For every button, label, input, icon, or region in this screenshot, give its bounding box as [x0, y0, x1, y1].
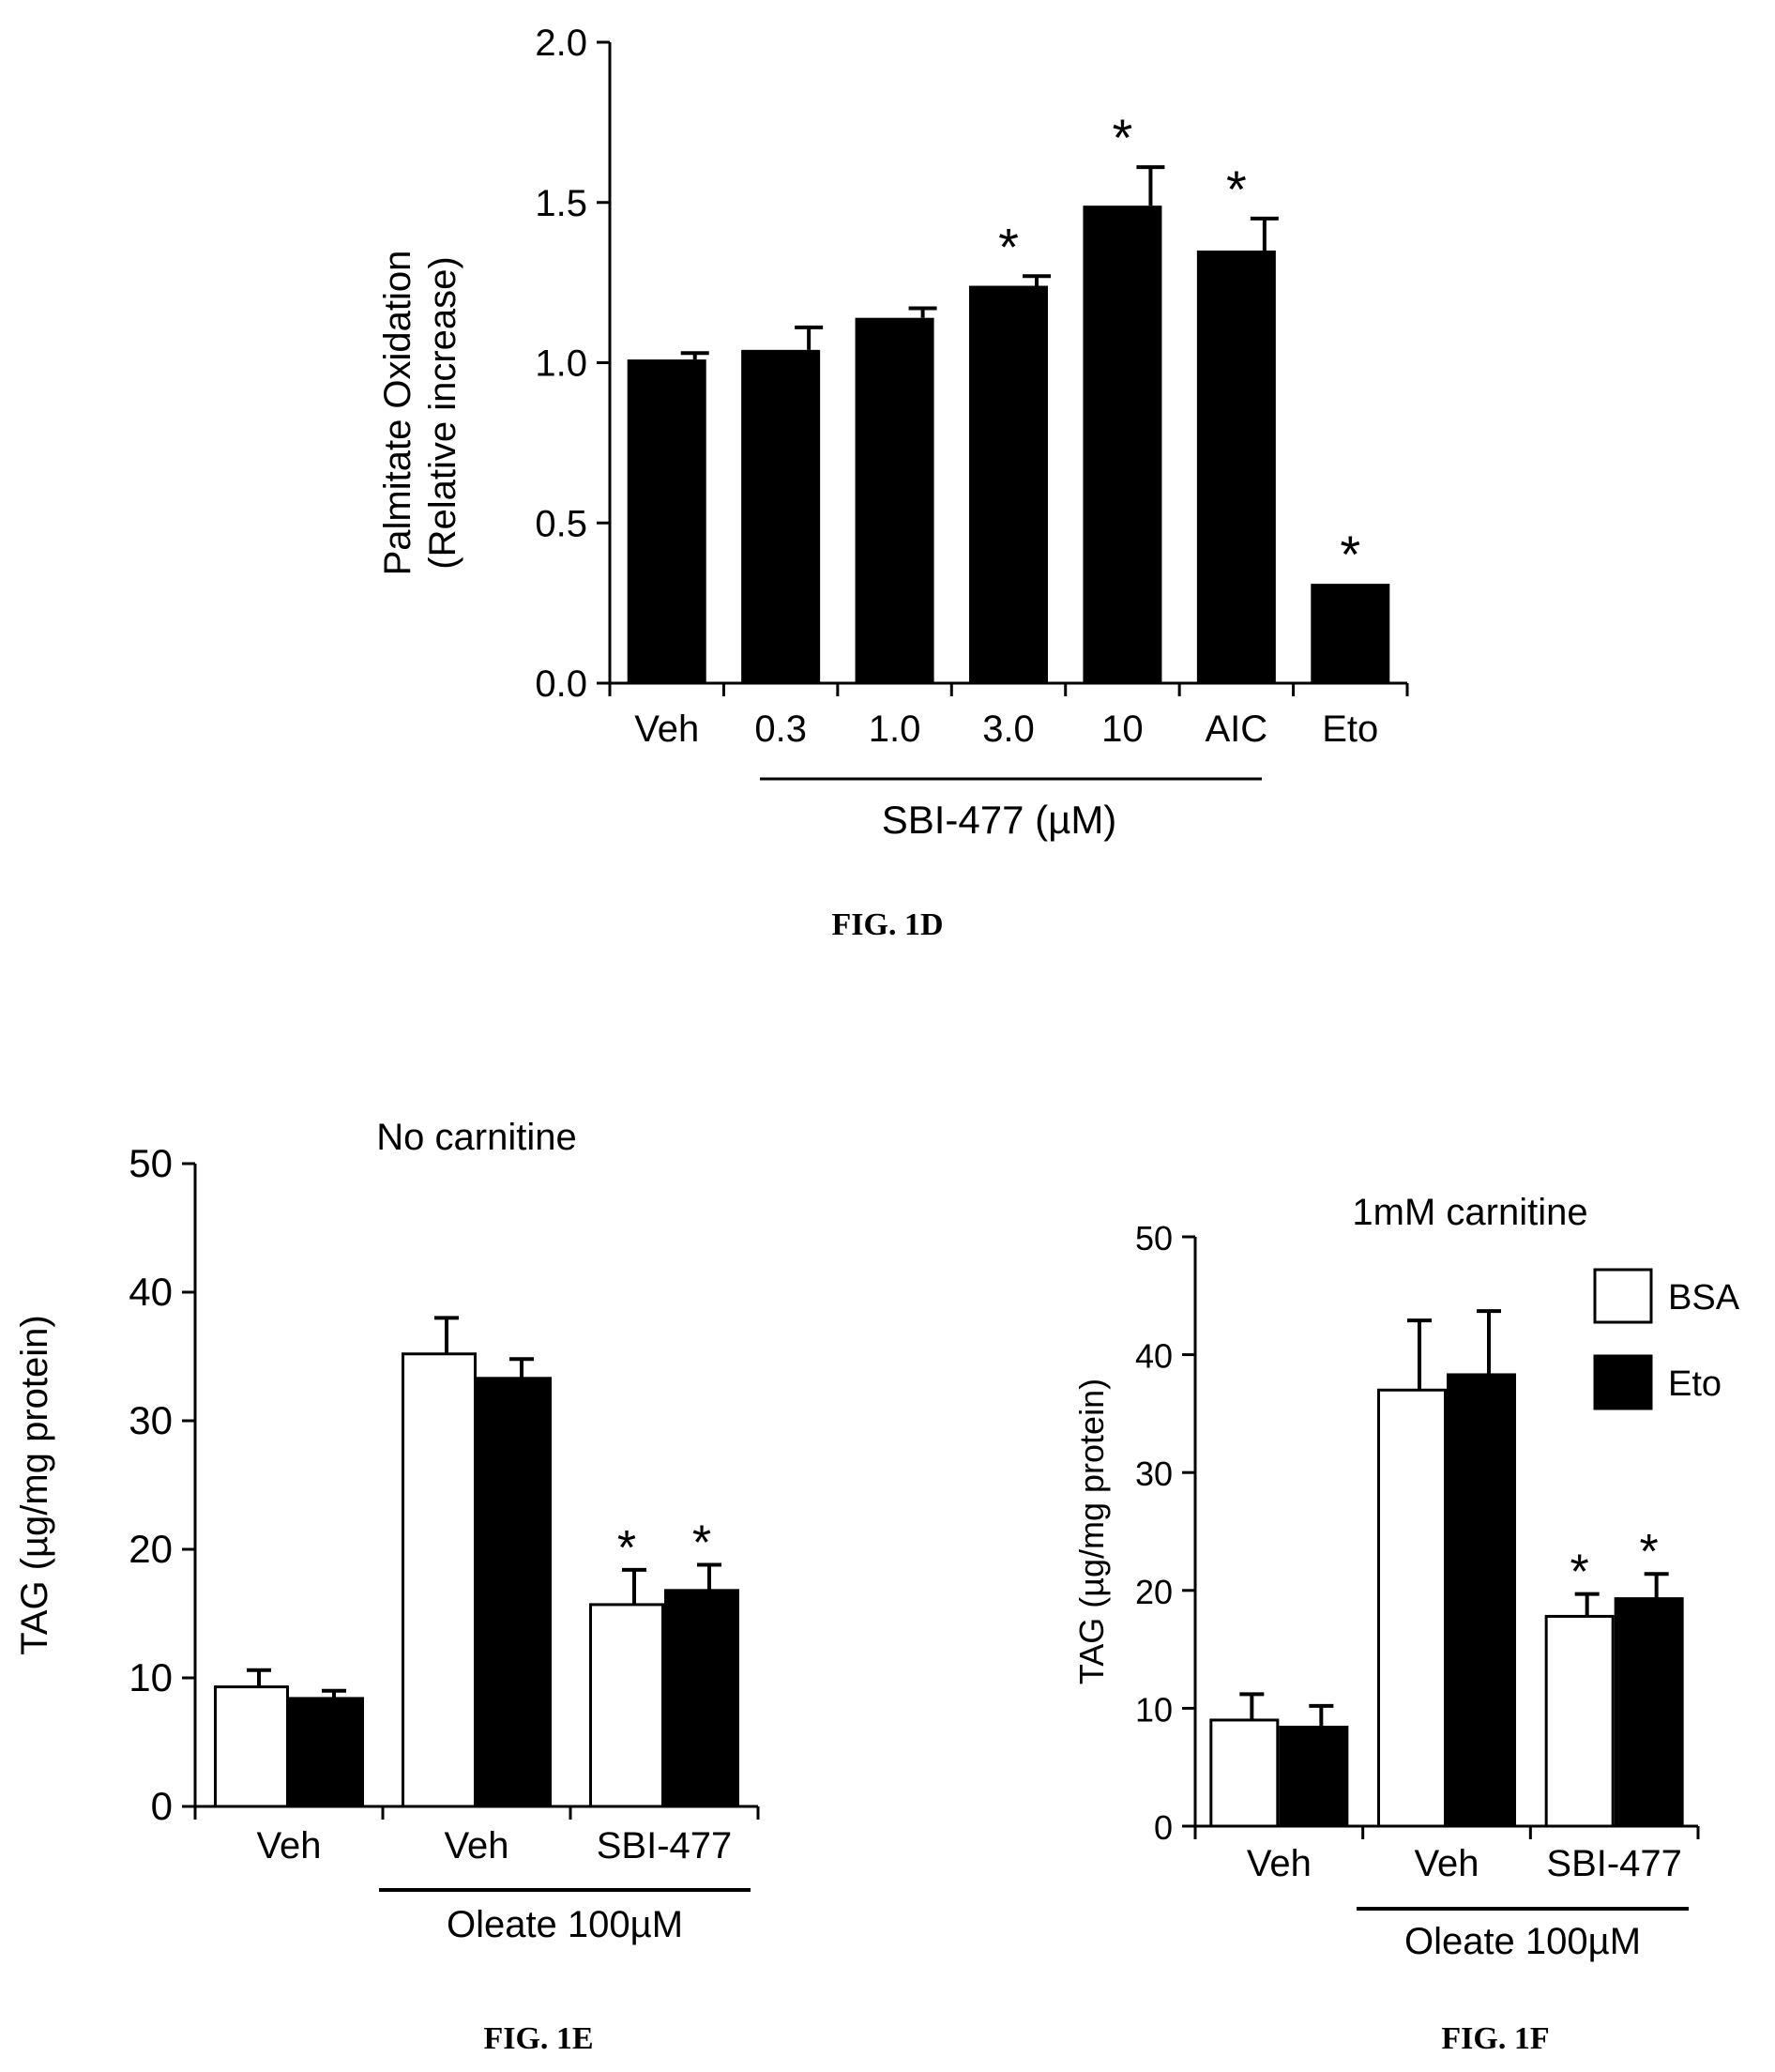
bar-3.0 [969, 285, 1048, 683]
caption-fig-1d: FIG. 1D [832, 907, 944, 942]
y-axis-label-line: Palmitate Oxidation [377, 251, 418, 576]
legend: BSA Eto [1593, 1268, 1740, 1410]
significance-asterisk: * [617, 1521, 636, 1576]
bar-veh-bsa [1209, 1718, 1280, 1828]
significance-asterisk-3.0: * [998, 217, 1019, 276]
significance-asterisk: * [1640, 1525, 1659, 1579]
bar-AIC [1196, 250, 1276, 683]
bar-Veh [627, 359, 706, 683]
x-tick-label-veh: Veh [257, 1825, 322, 1866]
y-tick-label: 10 [129, 1655, 173, 1699]
x-tick-label-sbi-477: SBI-477 [1546, 1843, 1682, 1884]
bar-sbi-477-bsa [1544, 1614, 1615, 1828]
significance-asterisk-AIC: * [1226, 160, 1247, 219]
x-tick-label-1.0: 1.0 [869, 708, 921, 750]
bar-sbi-477-white [589, 1603, 664, 1808]
y-tick-label: 30 [1135, 1455, 1173, 1493]
legend-swatch-eto [1593, 1354, 1653, 1410]
legend-swatch-bsa [1593, 1268, 1653, 1324]
bar-veh-eto [1279, 1725, 1349, 1828]
chart-1f: Veh Veh * * SBI-477 0 10 20 30 40 50 Oleate 100µM 1m… [1072, 1192, 1740, 1962]
y-tick-label: 2.0 [535, 23, 587, 64]
y-tick-label: 20 [1135, 1573, 1173, 1611]
legend-label-bsa: BSA [1668, 1278, 1740, 1318]
y-tick-label: 10 [1135, 1690, 1173, 1729]
y-tick-label: 40 [1135, 1337, 1173, 1376]
bar-veh-black [477, 1377, 552, 1808]
x-tick-label-AIC: AIC [1206, 708, 1268, 750]
y-tick-label: 40 [129, 1270, 173, 1314]
y-tick-label: 20 [129, 1527, 173, 1571]
bar-1.0 [855, 317, 934, 683]
x-tick-label-veh: Veh [445, 1825, 509, 1866]
y-tick-label: 0.0 [535, 663, 587, 705]
x-tick-label-Eto: Eto [1322, 708, 1378, 750]
y-axis-label-line: (Relative increase) [422, 256, 463, 569]
bar-veh-bsa [1377, 1388, 1447, 1828]
y-tick-label: 1.0 [535, 343, 587, 385]
y-tick-label: 0.5 [535, 503, 587, 544]
y-tick-label: 50 [129, 1141, 173, 1185]
x-tick-label-10: 10 [1101, 708, 1144, 750]
x-tick-label-veh: Veh [1247, 1843, 1312, 1884]
x-tick-label-veh: Veh [1415, 1843, 1479, 1884]
y-tick-label: 50 [1135, 1219, 1173, 1257]
bar-Eto [1311, 584, 1390, 683]
group-label: Oleate 100µM [447, 1904, 683, 1945]
y-tick-label: 0 [1154, 1808, 1173, 1847]
bar-10 [1083, 206, 1162, 684]
bar-sbi-477-black [664, 1589, 739, 1808]
caption-fig-1f: FIG. 1F [1441, 2021, 1549, 2056]
bar-veh-eto [1447, 1373, 1516, 1828]
chart-title: 1mM carnitine [1352, 1192, 1587, 1233]
x-tick-label-Veh: Veh [634, 708, 699, 750]
x-tick-label-3.0: 3.0 [982, 708, 1035, 750]
chart-1d: Veh 0.3 1.0 * 3.0 * 10 * AIC * Eto 0.0 0.5 1.0 1.5 2.0 S… [377, 23, 1409, 842]
caption-fig-1e: FIG. 1E [483, 2021, 593, 2056]
y-tick-label: 30 [129, 1398, 173, 1442]
y-tick-label: 0 [151, 1784, 173, 1828]
bar-veh-black [289, 1697, 364, 1808]
y-axis-label: TAG (µg/mg protein) [14, 1315, 55, 1654]
group-label: SBI-477 (µM) [882, 798, 1117, 842]
bar-veh-white [214, 1685, 289, 1808]
y-axis-label: TAG (µg/mg protein) [1072, 1379, 1111, 1684]
x-tick-label-0.3: 0.3 [754, 708, 807, 750]
y-tick-label: 1.5 [535, 183, 587, 224]
y-axis-label: Palmitate Oxidation (Relative increase) [377, 251, 463, 576]
bar-0.3 [741, 349, 821, 683]
chart-1e: Veh Veh * * SBI-477 0 10 20 30 40 50 Oleate 100µM No… [14, 1117, 760, 1945]
significance-asterisk: * [692, 1516, 711, 1570]
significance-asterisk-Eto: * [1340, 525, 1360, 584]
x-tick-label-sbi-477: SBI-477 [597, 1825, 733, 1866]
significance-asterisk-10: * [1113, 108, 1133, 167]
chart-title: No carnitine [376, 1117, 576, 1158]
bar-sbi-477-eto [1614, 1597, 1684, 1828]
bar-veh-white [402, 1352, 477, 1808]
group-label: Oleate 100µM [1404, 1921, 1641, 1962]
significance-asterisk: * [1570, 1546, 1589, 1600]
legend-label-eto: Eto [1668, 1364, 1722, 1404]
